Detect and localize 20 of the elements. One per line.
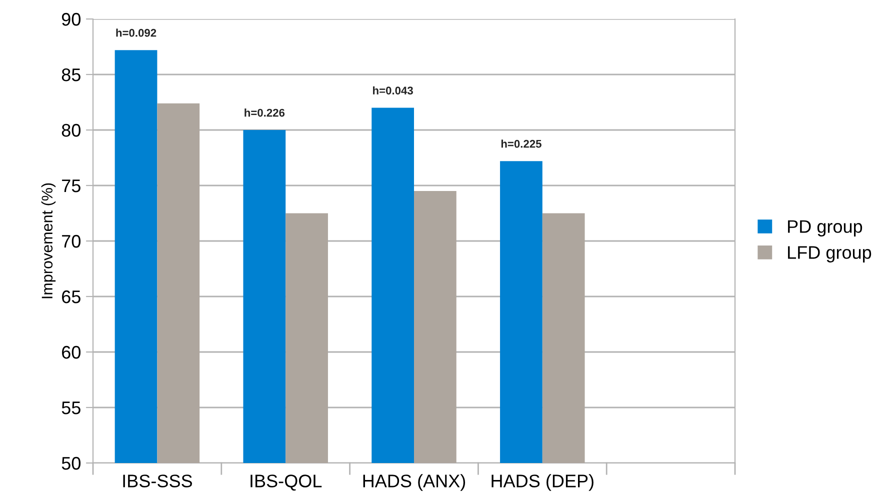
y-axis-title: Improvement (%): [41, 183, 56, 298]
annotation: h=0.043: [373, 86, 413, 95]
y-tick-label: 65: [62, 290, 80, 304]
y-tick-label: 75: [62, 180, 80, 192]
y-tick-label: 70: [62, 234, 80, 248]
y-tick-label: 90: [62, 12, 80, 26]
y-tick-label: 80: [62, 124, 80, 137]
y-tick-label: 55: [62, 402, 80, 414]
x-tick-label: HADS (DEP): [492, 474, 594, 491]
y-tick-label: 60: [62, 346, 80, 359]
annotation: h=0.225: [501, 140, 542, 148]
annotation: h=0.226: [244, 108, 285, 117]
y-tick-label: 50: [62, 456, 80, 470]
x-tick-label: HADS (ANX): [363, 474, 466, 491]
annotation: h=0.092: [116, 28, 156, 37]
legend-label: LFD group: [788, 246, 872, 262]
x-tick-label: IBS-QOL: [250, 474, 322, 491]
legend-label: PD group: [788, 220, 862, 236]
y-tick-label: 85: [62, 68, 80, 82]
x-tick-label: IBS-SSS: [123, 474, 192, 488]
